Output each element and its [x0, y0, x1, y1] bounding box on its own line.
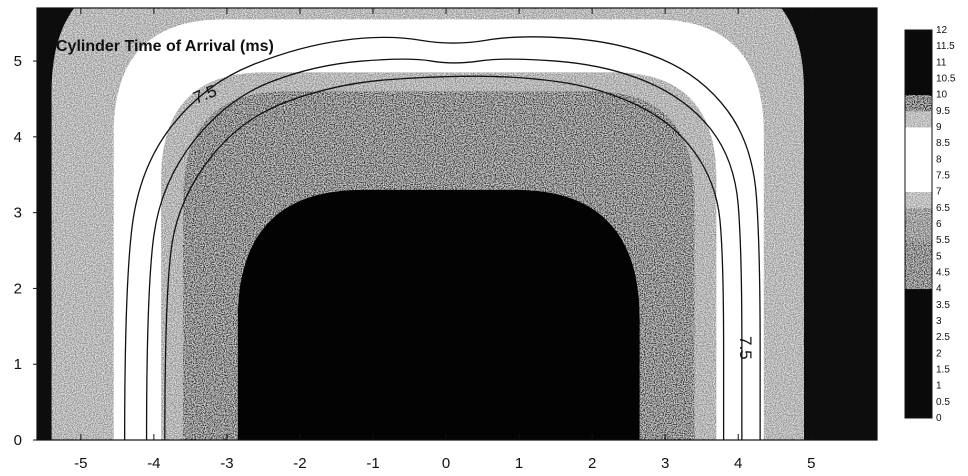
colorbar-label: 5: [936, 251, 942, 262]
colorbar-label: 11.5: [936, 41, 955, 52]
colorbar-label: 4.5: [936, 268, 950, 279]
colorbar-label: 2: [936, 348, 942, 359]
x-tick-label: 5: [807, 455, 815, 472]
colorbar-label: 2.5: [936, 332, 950, 343]
colorbar-segment: [905, 62, 932, 79]
x-tick-label: 2: [588, 455, 596, 472]
x-tick-label: 0: [442, 455, 450, 472]
colorbar-label: 3: [936, 316, 942, 327]
colorbar-label: 1.5: [936, 365, 950, 376]
x-tick-label: -2: [293, 455, 306, 472]
colorbar-segment: [905, 224, 932, 241]
plot-frame: [36, 7, 878, 441]
colorbar-segment: [905, 127, 932, 144]
colorbar-segment: [905, 321, 932, 338]
colorbar-label: 7: [936, 187, 942, 198]
colorbar-segment: [905, 401, 932, 419]
colorbar-segment: [905, 353, 932, 370]
colorbar-label: 10.5: [936, 74, 956, 85]
contour-line-7: [124, 36, 761, 440]
colorbar-label: 0: [936, 413, 942, 424]
colorbar-segment: [905, 288, 932, 306]
colorbar-label: 7.5: [936, 171, 950, 182]
x-tick-label: -1: [366, 455, 379, 472]
contour-line-8: [164, 75, 725, 440]
x-tick-label: -3: [220, 455, 233, 472]
colorbar-segment: [905, 46, 932, 63]
x-tick-label: 1: [515, 455, 523, 472]
colorbar-segment: [905, 175, 932, 193]
colorbar-label: 1: [936, 381, 942, 392]
colorbar-segment: [905, 159, 932, 176]
colorbar-label: 0.5: [936, 397, 950, 408]
colorbar-label: 11: [936, 57, 947, 68]
colorbar-segment: [905, 78, 932, 96]
y-axis: 0 1 2 3 4 5: [14, 53, 877, 449]
colorbar-frame: [904, 29, 933, 419]
x-tick-label: 4: [734, 455, 742, 472]
colorbar-label: 9.5: [936, 106, 950, 117]
colorbar-label: 8.5: [936, 138, 950, 149]
colorbar-segment: [905, 30, 932, 47]
y-tick-label: 5: [14, 53, 22, 70]
contour-line-7-5: [145, 58, 743, 440]
colorbar-label: 9: [936, 122, 942, 133]
colorbar-segment: [905, 385, 932, 403]
colorbar-label: 8: [936, 154, 942, 165]
contour-regions: [51, 8, 804, 440]
colorbar-segment: [905, 256, 932, 273]
colorbar-segment: [905, 207, 932, 225]
contour-lines: [124, 36, 761, 440]
colorbar-label: 3.5: [936, 300, 950, 311]
contour-label-7-5-right: 7.5: [736, 336, 755, 360]
colorbar-segment: [905, 337, 932, 354]
chart-title: Cylinder Time of Arrival (ms): [56, 38, 274, 55]
colorbar-segment: [905, 369, 932, 387]
y-tick-label: 3: [14, 205, 22, 222]
colorbar-segment: [905, 304, 932, 322]
colorbar-label: 10: [936, 90, 948, 101]
x-tick-label: -5: [74, 455, 87, 472]
y-tick-label: 1: [14, 356, 22, 373]
colorbar-label: 5.5: [936, 235, 950, 246]
colorbar-segment: [905, 143, 932, 160]
colorbar-label: 4: [936, 284, 942, 295]
colorbar-segment: [905, 110, 932, 128]
plot-area: [37, 8, 877, 440]
colorbar-label: 6: [936, 219, 942, 230]
colorbar-segment: [905, 240, 932, 257]
region-core: [237, 189, 640, 440]
x-tick-label: -4: [147, 455, 160, 472]
x-axis: -5 -4 -3 -2 -1 0 1 2 3 4 5: [74, 8, 815, 472]
y-tick-label: 0: [14, 432, 22, 449]
y-tick-label: 2: [14, 280, 22, 297]
colorbar-segment: [905, 94, 932, 112]
colorbar: 00.511.522.533.544.555.566.577.588.599.5…: [904, 25, 956, 424]
y-tick-label: 4: [14, 129, 22, 146]
x-tick-label: 3: [661, 455, 669, 472]
colorbar-label: 12: [936, 25, 948, 36]
colorbar-label: 6.5: [936, 203, 950, 214]
colorbar-segment: [905, 272, 932, 290]
colorbar-segment: [905, 191, 932, 209]
